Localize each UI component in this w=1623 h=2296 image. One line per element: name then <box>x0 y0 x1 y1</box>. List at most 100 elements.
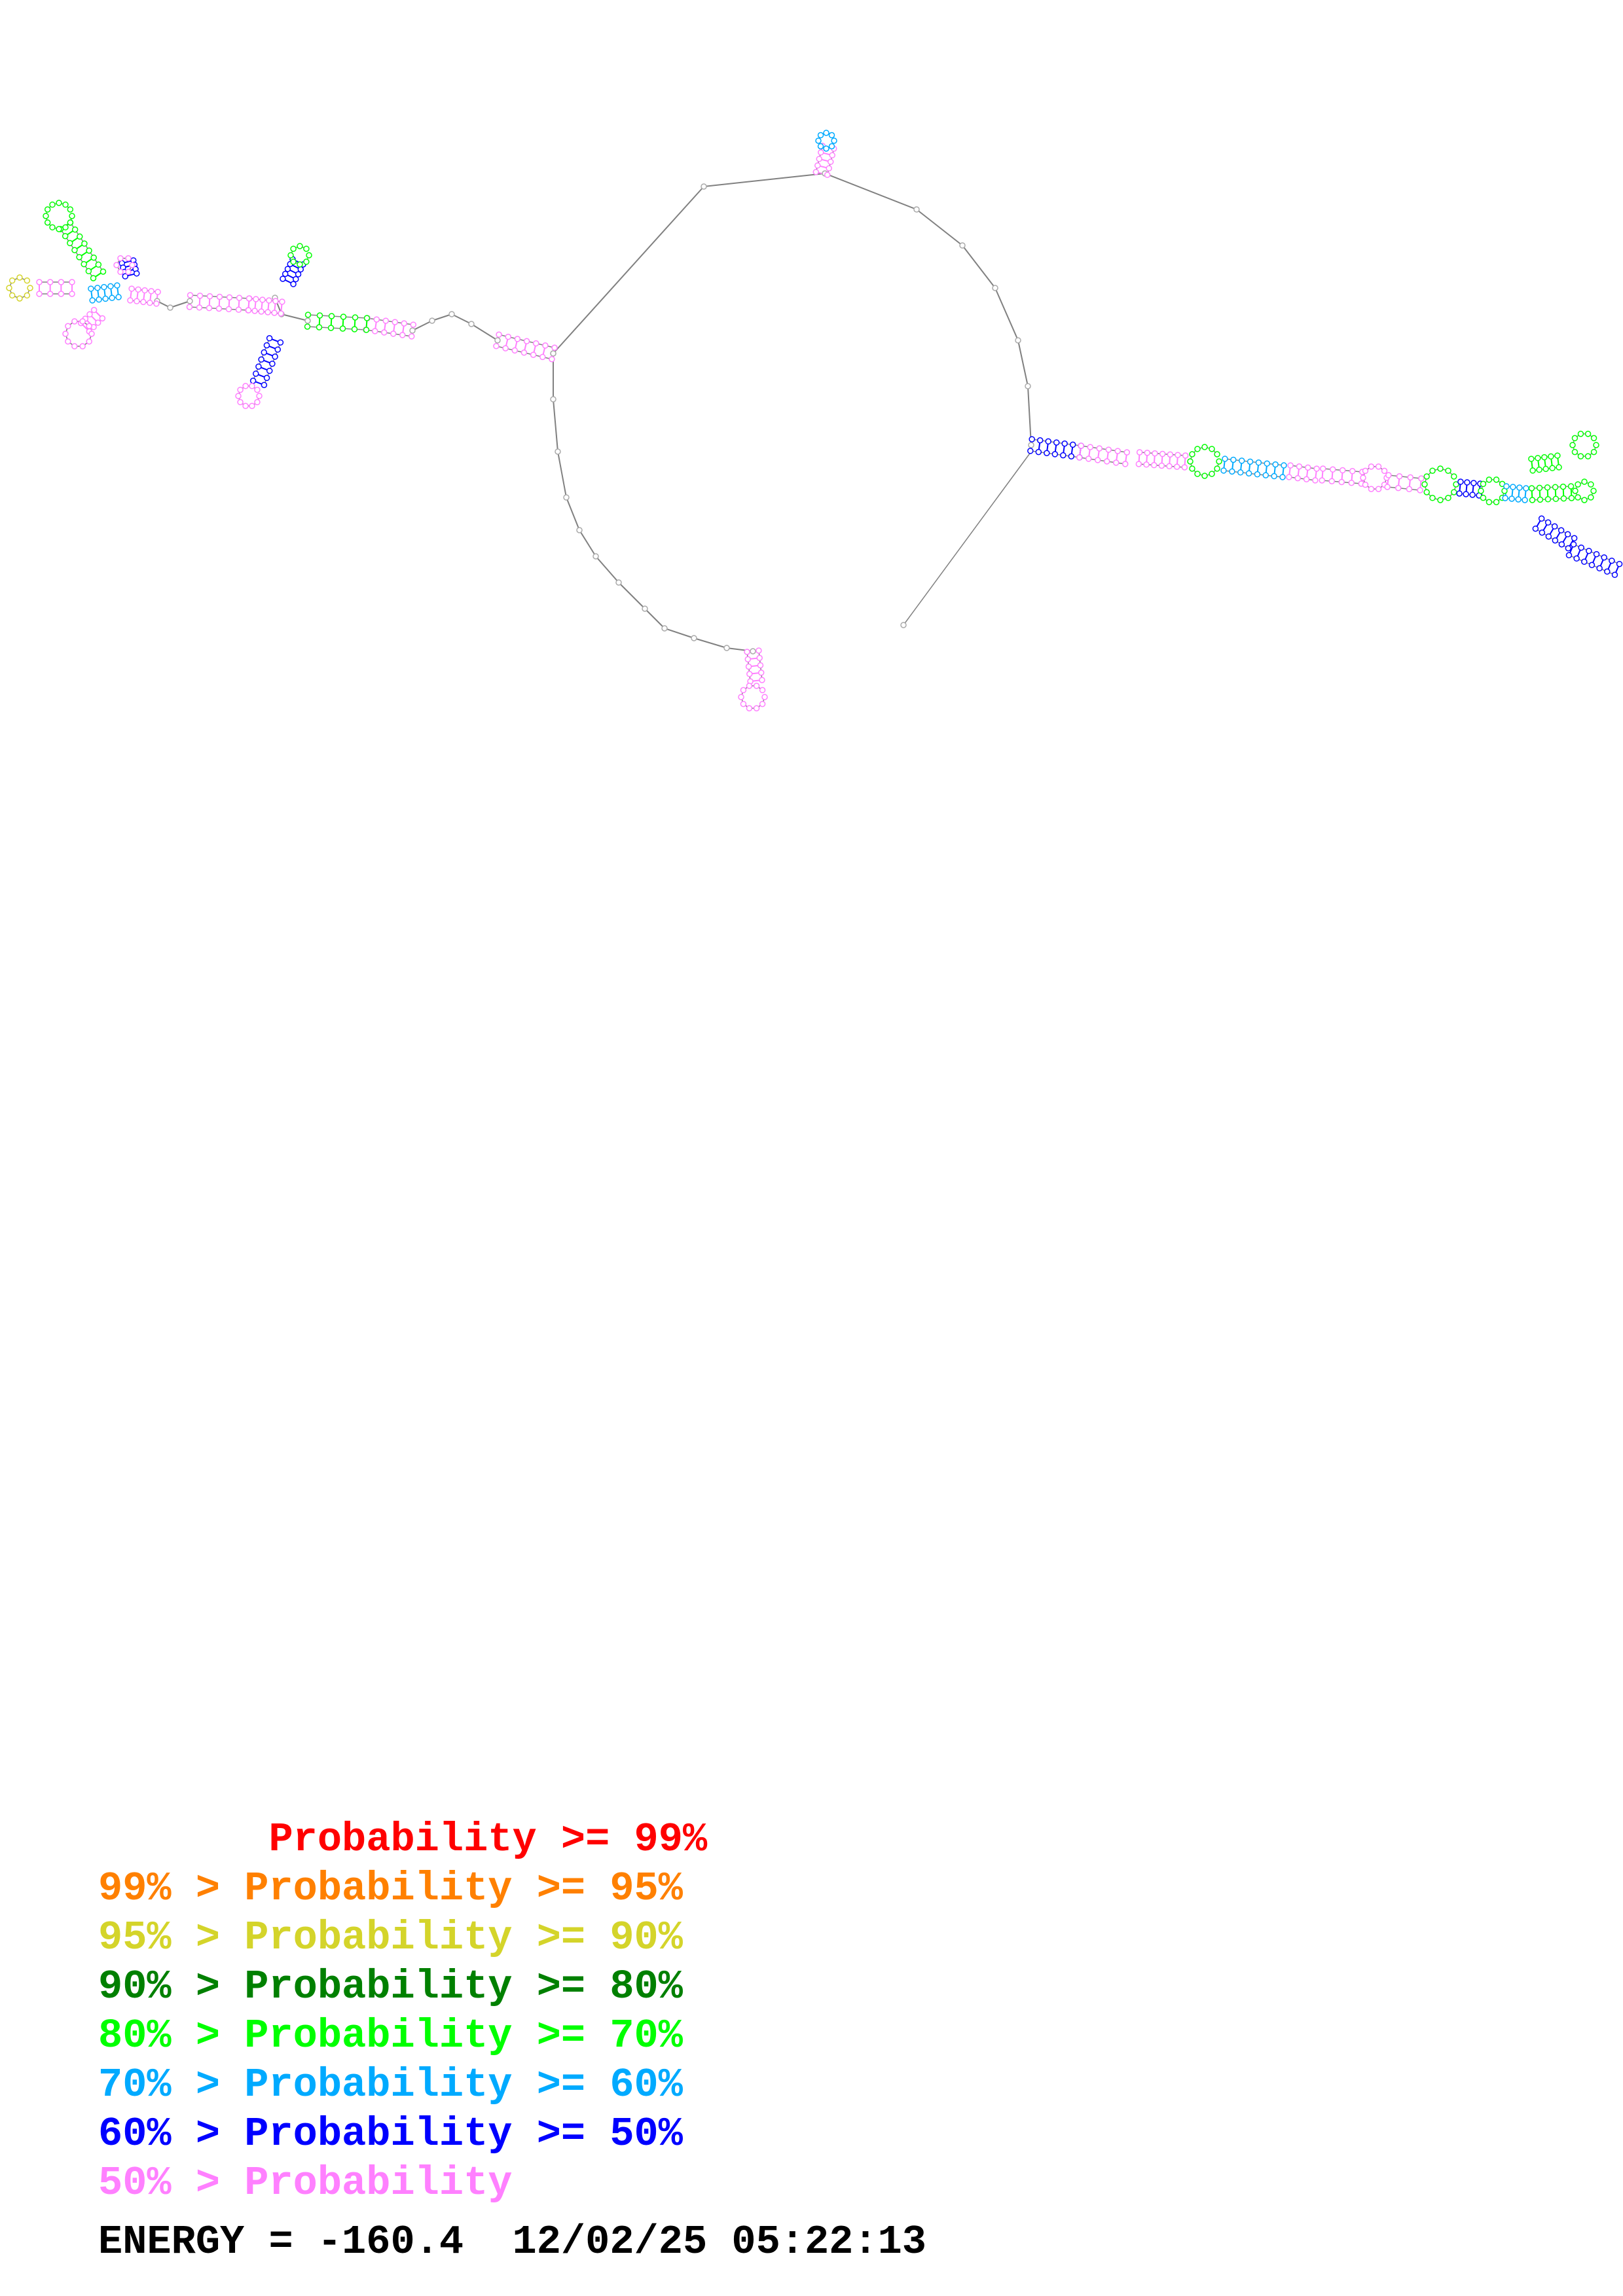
backbone-segment <box>1388 475 1421 479</box>
nucleotide <box>264 309 271 315</box>
nucleotide <box>62 232 69 240</box>
nucleotide <box>1313 465 1320 472</box>
nucleotide <box>615 579 622 586</box>
backbone-segment <box>1288 476 1315 481</box>
nucleotide <box>1025 383 1031 389</box>
nucleotide <box>1572 488 1578 494</box>
nucleotide <box>1486 499 1493 505</box>
nucleotide <box>1584 431 1592 437</box>
nucleotide <box>167 304 173 311</box>
nucleotide <box>1044 450 1050 457</box>
nucleotide <box>235 393 242 399</box>
nucleotide <box>1548 453 1554 460</box>
backbone-segment <box>916 209 963 246</box>
nucleotide <box>272 298 279 304</box>
nucleotide <box>740 687 747 694</box>
nucleotide <box>1532 525 1539 532</box>
nucleotide <box>1549 465 1556 471</box>
nucleotide <box>1201 473 1208 479</box>
nucleotide <box>1445 495 1451 501</box>
nucleotide <box>1451 489 1457 495</box>
nucleotide <box>757 662 764 669</box>
nucleotide <box>62 331 69 337</box>
nucleotide <box>1453 481 1459 488</box>
nucleotide <box>100 268 107 275</box>
nucleotide <box>1286 474 1292 480</box>
nucleotide <box>1565 545 1572 552</box>
nucleotide <box>62 224 69 231</box>
nucleotide <box>1516 484 1523 491</box>
nucleotide <box>284 266 291 272</box>
nucleotide <box>408 333 415 340</box>
nucleotide <box>225 306 232 313</box>
nucleotide <box>133 270 140 277</box>
backbone-segment <box>431 314 452 321</box>
nucleotide <box>153 300 160 307</box>
nucleotide <box>1068 453 1075 460</box>
nucleotide <box>1384 484 1391 490</box>
legend-entry: 90% > Probability >= 80% <box>98 1964 683 2010</box>
nucleotide <box>1189 465 1195 472</box>
nucleotide <box>101 283 107 291</box>
nucleotide <box>1590 488 1597 494</box>
nucleotide <box>1051 451 1059 457</box>
nucleotide <box>759 687 766 694</box>
nucleotide <box>258 356 264 363</box>
nucleotide <box>1478 488 1484 494</box>
nucleotide <box>826 165 832 171</box>
nucleotide <box>1103 458 1110 465</box>
nucleotide <box>823 145 830 152</box>
nucleotide <box>117 268 124 276</box>
nucleotide <box>1281 462 1287 469</box>
nucleotide <box>1220 467 1227 474</box>
nucleotide <box>242 403 249 409</box>
nucleotide <box>114 282 120 289</box>
nucleotide <box>351 326 358 332</box>
nucleotide <box>237 386 244 393</box>
nucleotide <box>271 310 278 316</box>
nucleotide <box>46 291 54 297</box>
nucleotide <box>242 383 249 389</box>
nucleotide <box>1568 495 1575 501</box>
nucleotide <box>1381 467 1388 475</box>
nucleotide <box>65 338 71 345</box>
backbone-segment <box>1290 465 1317 469</box>
nucleotide <box>1456 490 1463 497</box>
nucleotide <box>1586 547 1592 554</box>
nucleotide <box>90 306 98 314</box>
nucleotide <box>304 312 312 318</box>
nucleotide <box>1545 533 1552 540</box>
nucleotide <box>297 266 304 273</box>
backbone-segment <box>451 314 472 325</box>
nucleotide <box>494 337 501 344</box>
backbone-segment <box>1506 486 1526 489</box>
nucleotide <box>297 261 303 268</box>
nucleotide <box>817 143 824 150</box>
nucleotide <box>1158 462 1165 469</box>
nucleotide <box>1567 483 1575 490</box>
nucleotide <box>1544 484 1551 491</box>
nucleotide <box>86 323 92 329</box>
nucleotide <box>340 314 347 320</box>
nucleotide <box>206 304 213 312</box>
nucleotide <box>1464 479 1470 486</box>
nucleotide <box>1558 541 1565 548</box>
nucleotide <box>1294 475 1301 482</box>
nucleotide <box>81 240 88 247</box>
backbone-segment <box>824 173 917 210</box>
nucleotide <box>1303 476 1310 483</box>
legend-entry: Probability >= 99% <box>98 1816 708 1863</box>
nucleotide <box>1508 495 1515 502</box>
nucleotide <box>65 323 71 329</box>
nucleotide <box>81 260 87 268</box>
backbone-segment <box>664 628 695 639</box>
nucleotide <box>77 233 83 240</box>
nucleotide <box>1596 565 1603 572</box>
nucleotide <box>287 252 294 259</box>
nucleotide <box>1396 473 1403 480</box>
nucleotide <box>215 305 223 312</box>
nucleotide <box>1287 462 1294 469</box>
nucleotide <box>274 346 281 353</box>
nucleotide <box>89 297 96 304</box>
nucleotide <box>1015 337 1021 344</box>
